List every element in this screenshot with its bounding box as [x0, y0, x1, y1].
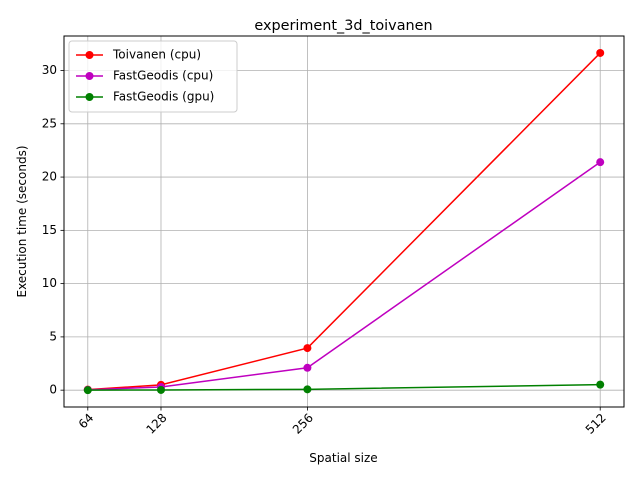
legend-marker — [85, 93, 94, 101]
legend-marker — [85, 51, 94, 59]
legend-label: Toivanen (cpu) — [112, 48, 201, 62]
data-point — [303, 385, 312, 394]
y-tick-label: 25 — [42, 116, 57, 130]
x-axis-label: Spatial size — [309, 451, 377, 465]
data-point — [596, 380, 605, 389]
y-tick-label: 30 — [42, 63, 57, 77]
series-line — [87, 161, 601, 391]
legend-label: FastGeodis (cpu) — [113, 69, 213, 83]
data-point — [596, 48, 605, 57]
chart-title: experiment_3d_toivanen — [254, 18, 432, 34]
legend-box — [68, 40, 238, 113]
data-point — [303, 344, 312, 353]
legend-label: FastGeodis (gpu) — [113, 90, 214, 104]
data-point — [303, 363, 312, 372]
y-tick-label: 10 — [42, 276, 57, 290]
y-axis-label: Execution time (seconds) — [15, 145, 29, 297]
plot-frame — [63, 35, 625, 408]
legend-marker — [85, 72, 94, 80]
data-point — [596, 158, 605, 167]
data-point — [156, 385, 165, 394]
y-tick-label: 15 — [42, 223, 57, 237]
legend: Toivanen (cpu) FastGeodis (cpu) FastGeodis… — [68, 40, 238, 113]
series-line — [87, 383, 601, 391]
series-line — [87, 52, 601, 391]
y-tick-label: 0 — [49, 383, 57, 397]
series-layer — [83, 48, 605, 395]
y-tick-label: 20 — [42, 170, 57, 184]
data-point — [83, 386, 92, 395]
y-tick-label: 5 — [49, 329, 57, 343]
